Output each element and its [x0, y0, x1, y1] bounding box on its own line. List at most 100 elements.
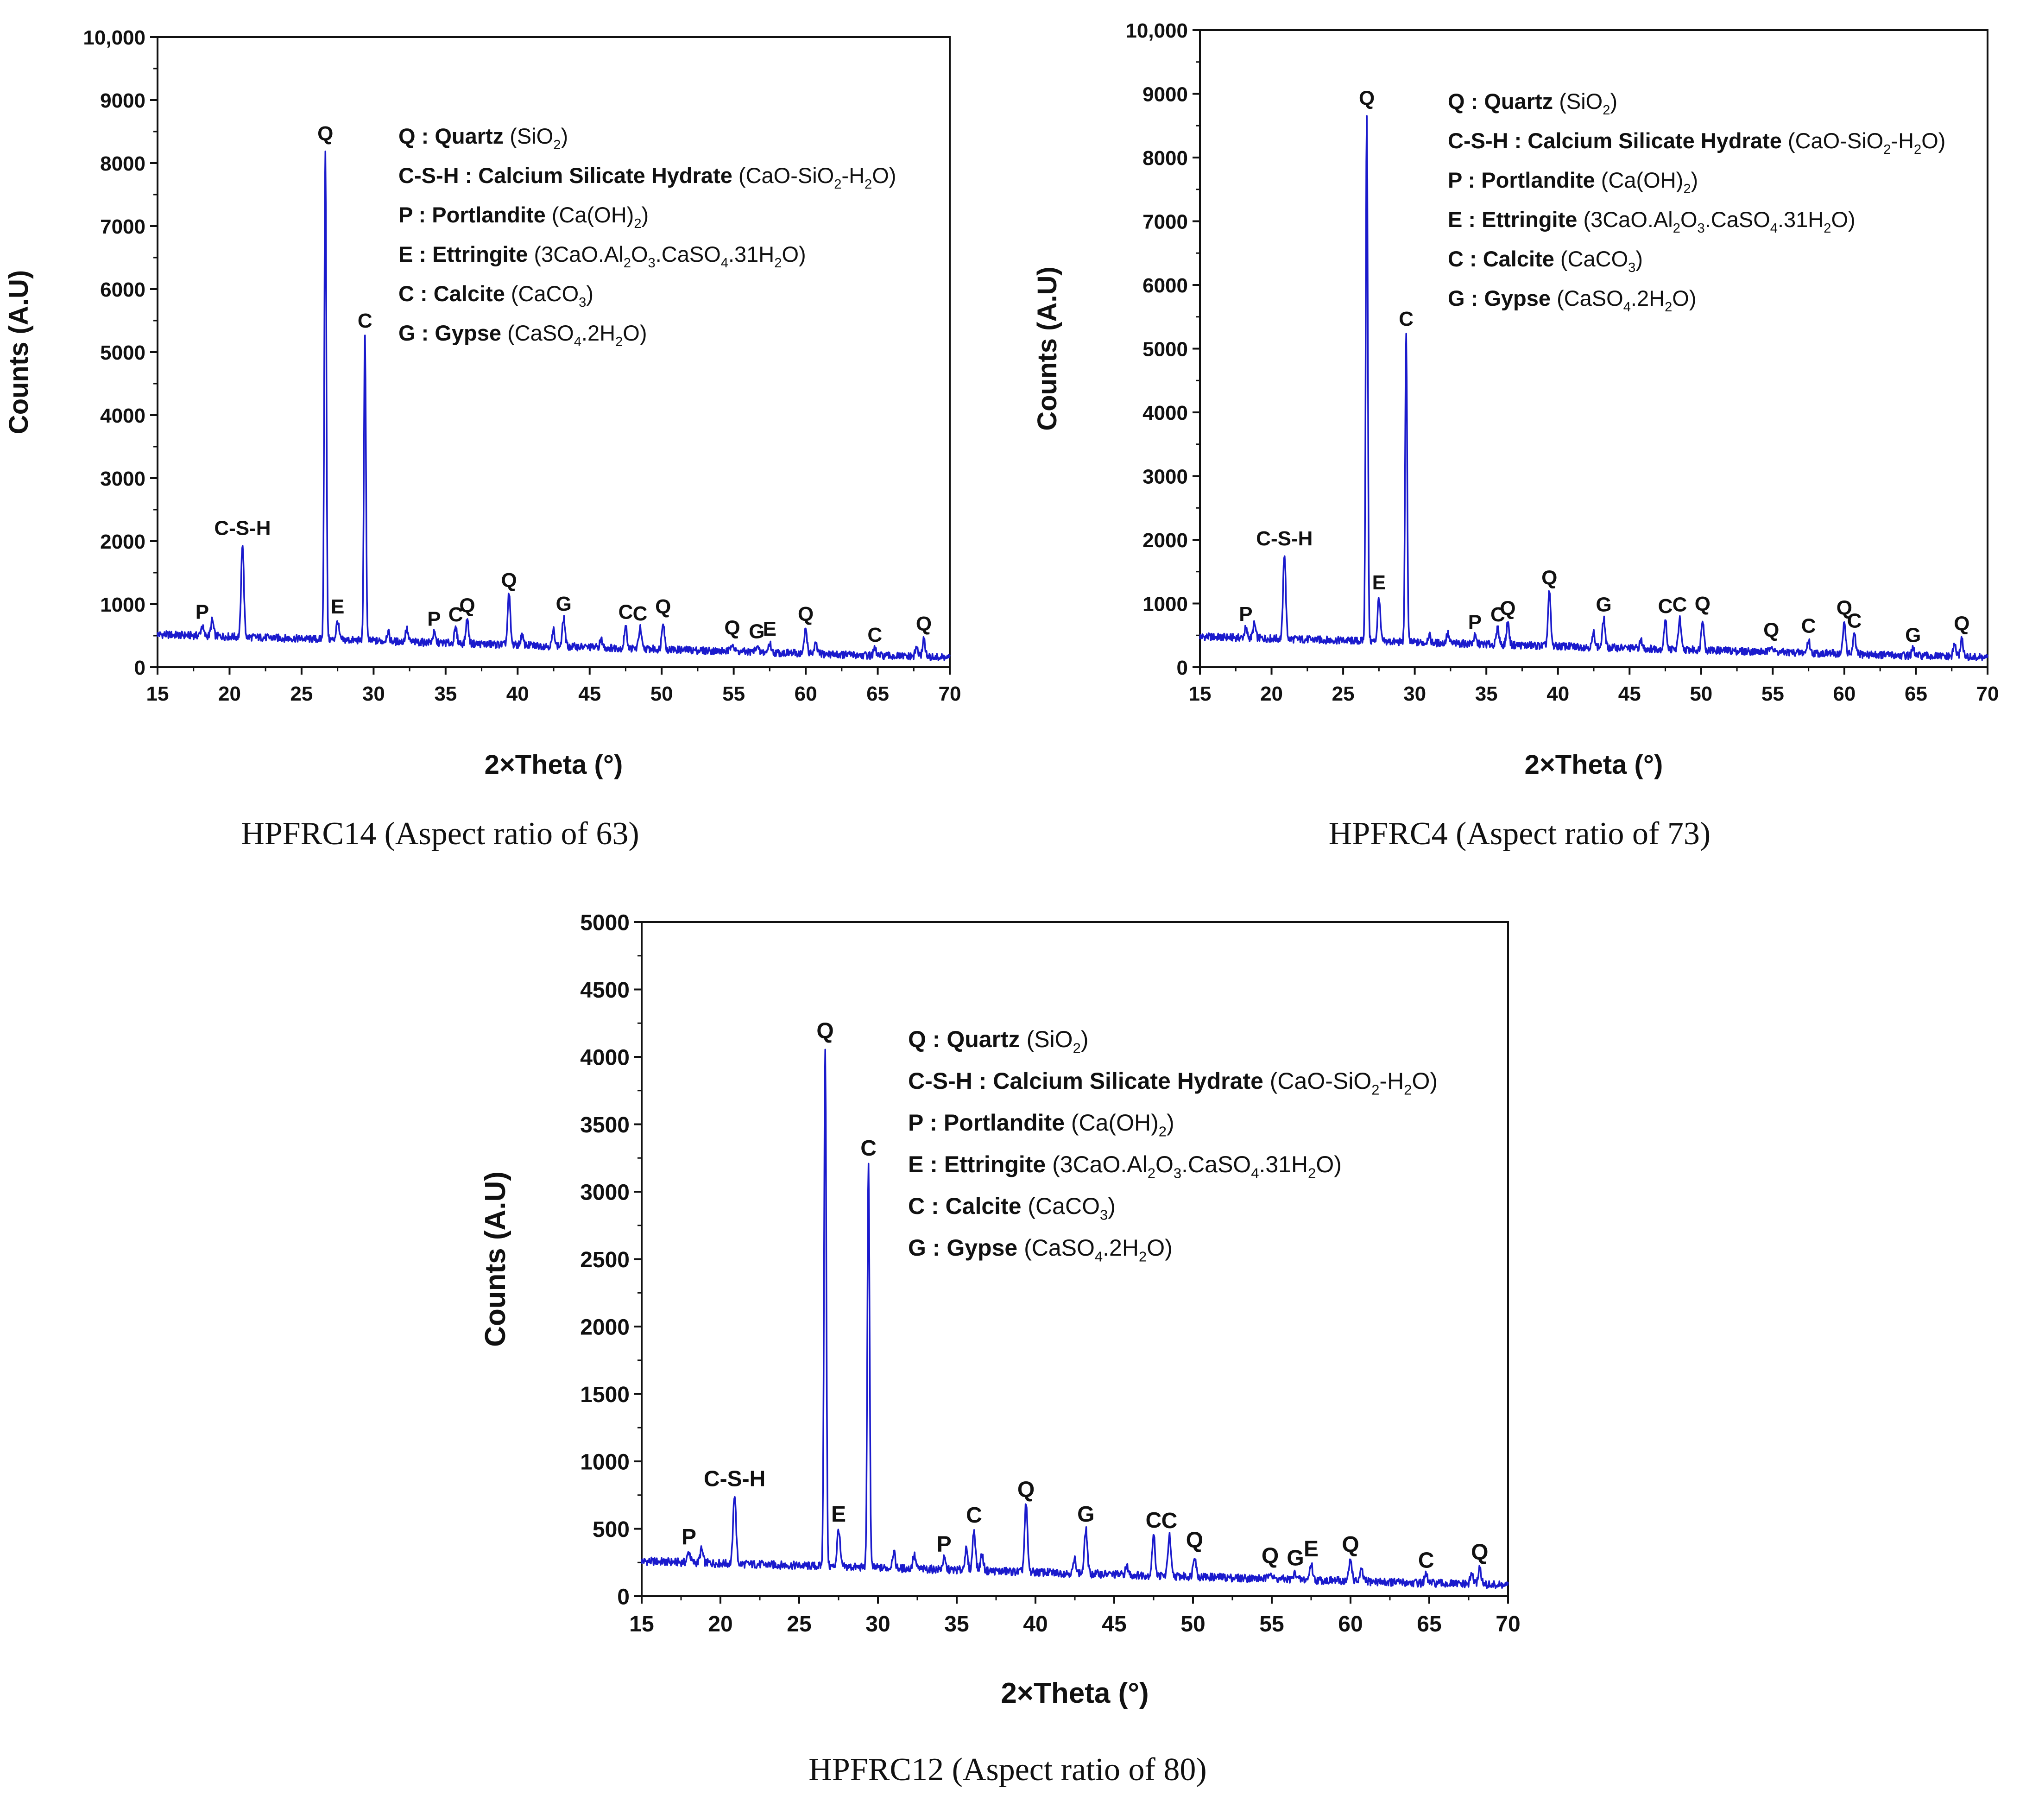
x-axis-title: 2×Theta (°) — [485, 750, 623, 780]
xrd-pattern-line — [641, 1049, 1509, 1589]
y-tick-label: 500 — [593, 1517, 630, 1542]
x-tick-label: 25 — [290, 682, 313, 705]
y-tick-label: 4000 — [1142, 402, 1188, 424]
peak-label-q: Q — [459, 594, 475, 617]
y-tick-label: 10,000 — [83, 26, 145, 49]
peak-label-q: Q — [1342, 1533, 1359, 1557]
peak-label-g: G — [556, 593, 572, 615]
x-tick-label: 20 — [708, 1612, 732, 1637]
peak-label-q: Q — [1017, 1478, 1035, 1502]
legend-entry-q: Q : Quartz (SiO2) — [1448, 89, 1617, 118]
legend-entry-e: E : Ettringite (3CaO.Al2O3.CaSO4.31H2O) — [908, 1151, 1342, 1182]
y-axis-title: Counts (A.U) — [480, 1171, 511, 1347]
legend-entry-q: Q : Quartz (SiO2) — [908, 1026, 1088, 1056]
y-tick-label: 5000 — [1142, 338, 1188, 360]
y-tick-label: 1500 — [580, 1383, 630, 1407]
peak-label-c: C — [448, 603, 463, 626]
y-tick-label: 1000 — [580, 1450, 630, 1474]
xrd-chart-hpfrc14: 15 20 25 30 35 40 45 50 55 60 65 70 0 1000 2000 3000 400… — [4, 26, 961, 780]
x-tick-label: 60 — [1833, 682, 1856, 705]
peak-label-p: P — [682, 1525, 696, 1549]
y-tick-label: 8000 — [100, 152, 145, 175]
peak-label-c: C — [1658, 595, 1673, 618]
peak-label-c-s-h: C-S-H — [704, 1467, 765, 1491]
peak-label-q: Q — [1954, 613, 1969, 635]
peak-label-p: P — [937, 1532, 952, 1556]
peak-label-q: Q — [1186, 1528, 1203, 1553]
xrd-pattern-line — [157, 151, 951, 661]
peak-label-g: G — [1596, 593, 1612, 616]
plot-frame — [157, 36, 951, 668]
peak-label-c: C — [1146, 1508, 1162, 1533]
y-tick-label: 7000 — [1142, 210, 1188, 233]
peak-label-p: P — [427, 607, 441, 630]
peak-label-q: Q — [1500, 597, 1515, 620]
legend-entry-p: P : Portlandite (Ca(OH)2) — [398, 202, 649, 231]
peak-label-c: C — [966, 1503, 982, 1528]
peak-label-q: Q — [724, 616, 740, 639]
peak-label-e: E — [763, 618, 776, 640]
legend-entry-c-s-h: C-S-H : Calcium Silicate Hydrate (CaO-Si… — [908, 1068, 1438, 1098]
legend-entry-e: E : Ettringite (3CaO.Al2O3.CaSO4.31H2O) — [1448, 207, 1856, 236]
peak-label-c: C — [358, 310, 372, 332]
x-tick-label: 30 — [1403, 682, 1426, 705]
x-tick-label: 25 — [1332, 682, 1355, 705]
peak-label-c: C — [1399, 308, 1414, 330]
y-tick-label: 6000 — [100, 278, 145, 301]
legend-entry-c: C : Calcite (CaCO3) — [1448, 246, 1643, 275]
x-tick-label: 35 — [944, 1612, 969, 1637]
peak-label-c-s-h: C-S-H — [214, 517, 271, 540]
x-tick-label: 40 — [1023, 1612, 1048, 1637]
xrd-pattern-line — [1199, 115, 1988, 661]
peak-label-c: C — [1847, 609, 1862, 632]
x-tick-label: 30 — [362, 682, 385, 705]
caption-hpfrc4: HPFRC4 (Aspect ratio of 73) — [1328, 816, 1711, 852]
y-tick-label: 2500 — [580, 1248, 630, 1272]
peak-label-p: P — [1468, 611, 1482, 633]
legend-entry-p: P : Portlandite (Ca(OH)2) — [1448, 168, 1698, 196]
y-tick-label: 1000 — [100, 594, 145, 616]
peak-label-e: E — [831, 1502, 846, 1527]
legend-entry-g: G : Gypse (CaSO4.2H2O) — [1448, 286, 1696, 315]
peak-label-p: P — [196, 601, 209, 624]
peak-label-q: Q — [501, 569, 517, 592]
x-tick-label: 35 — [434, 682, 457, 705]
y-tick-label: 3000 — [100, 468, 145, 490]
legend-entry-g: G : Gypse (CaSO4.2H2O) — [908, 1235, 1173, 1265]
x-tick-label: 70 — [1496, 1612, 1520, 1637]
legend-entry-c: C : Calcite (CaCO3) — [908, 1193, 1116, 1223]
caption-hpfrc12: HPFRC12 (Aspect ratio of 80) — [808, 1752, 1207, 1788]
y-axis-title: Counts (A.U) — [1032, 266, 1062, 430]
peak-label-q: Q — [1763, 619, 1779, 641]
x-tick-label: 65 — [1417, 1612, 1441, 1637]
legend-entry-q: Q : Quartz (SiO2) — [398, 124, 568, 152]
y-tick-label: 0 — [1177, 657, 1188, 679]
x-tick-label: 20 — [218, 682, 241, 705]
x-tick-label: 25 — [787, 1612, 811, 1637]
y-axis-title: Counts (A.U) — [4, 270, 34, 434]
y-tick-label: 0 — [617, 1585, 630, 1609]
peak-label-q: Q — [916, 613, 932, 635]
chart-panel-hpfrc4: 15 20 25 30 35 40 45 50 55 60 65 70 0 1000 2000 3000 400… — [1029, 0, 2025, 788]
caption-hpfrc14: HPFRC14 (Aspect ratio of 63) — [241, 816, 639, 852]
x-tick-label: 70 — [939, 682, 961, 705]
xrd-chart-hpfrc12: 15 20 25 30 35 40 45 50 55 60 65 70 0 500 1000 1500 2000… — [480, 910, 1521, 1709]
legend-entry-e: E : Ettringite (3CaO.Al2O3.CaSO4.31H2O) — [398, 242, 806, 271]
x-tick-label: 50 — [1690, 682, 1712, 705]
peak-label-c: C — [1673, 594, 1687, 616]
y-tick-label: 9000 — [100, 89, 145, 112]
y-tick-label: 2000 — [580, 1315, 630, 1340]
y-tick-label: 9000 — [1142, 83, 1188, 106]
y-tick-label: 0 — [134, 657, 145, 679]
x-tick-label: 60 — [1338, 1612, 1363, 1637]
peak-label-g: G — [1077, 1502, 1094, 1527]
y-tick-label: 8000 — [1142, 147, 1188, 170]
x-tick-label: 45 — [578, 682, 601, 705]
peak-label-c: C — [1418, 1548, 1434, 1573]
y-tick-label: 3500 — [580, 1113, 630, 1138]
chart-panel-hpfrc14: 15 20 25 30 35 40 45 50 55 60 65 70 0 1000 2000 3000 400… — [0, 0, 996, 788]
peak-label-c: C — [1801, 615, 1816, 638]
y-tick-label: 7000 — [100, 215, 145, 238]
peak-label-e: E — [1304, 1537, 1319, 1561]
peak-label-p: P — [1239, 603, 1252, 626]
